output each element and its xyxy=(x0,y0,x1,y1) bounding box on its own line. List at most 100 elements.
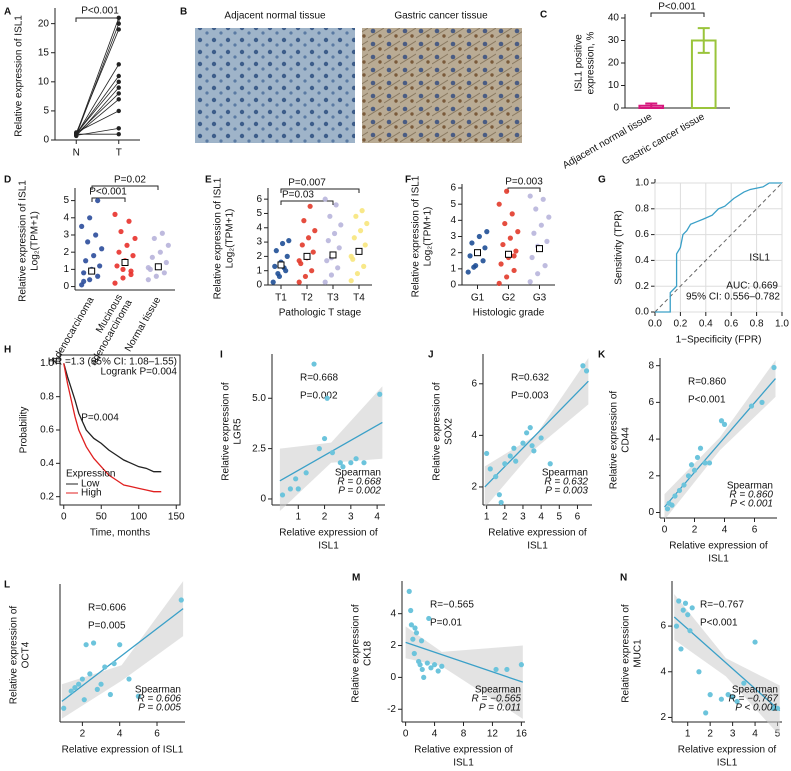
point xyxy=(540,196,546,202)
y-axis-label-group: ISL1 positive expression, % xyxy=(574,31,597,94)
point xyxy=(126,676,132,682)
point xyxy=(270,279,276,285)
significance-bracket xyxy=(91,197,126,202)
point xyxy=(725,692,731,698)
x-axis-label: Relative expression of xyxy=(669,541,768,552)
point xyxy=(116,131,121,137)
x-tick-label: 4 xyxy=(752,729,758,740)
x-axis-label: Time, months xyxy=(90,528,150,539)
confidence-band xyxy=(664,360,776,520)
x-tick-label: G3 xyxy=(533,293,547,304)
x-tick-label: 0 xyxy=(662,525,668,536)
y-tick-label: 5.0 xyxy=(252,393,266,404)
significance-bracket xyxy=(280,188,360,193)
x-tick-label: 4 xyxy=(374,512,380,523)
x-tick-label: 5 xyxy=(557,512,563,523)
y-tick-label: 0.2 xyxy=(40,491,54,502)
point xyxy=(513,248,519,254)
y-tick-label: 6 xyxy=(471,378,477,389)
y-tick-label: 2.5 xyxy=(252,443,266,454)
point xyxy=(81,697,87,703)
point xyxy=(482,245,488,251)
point xyxy=(163,259,169,266)
y-axis-label: MUC1 xyxy=(633,639,644,668)
mean-marker xyxy=(536,245,543,253)
point xyxy=(153,273,159,279)
point xyxy=(94,686,100,692)
panel-letter: A xyxy=(4,7,11,18)
point xyxy=(741,680,747,686)
x-tick-label: 6 xyxy=(752,525,758,536)
point xyxy=(694,454,701,461)
point xyxy=(87,671,93,677)
y-axis-label-group: Sensitivity (TPR) xyxy=(614,210,625,284)
point xyxy=(116,91,121,96)
annotation: P=0.004 xyxy=(81,413,119,424)
point xyxy=(471,264,477,270)
y-axis-label: ISL1 positive xyxy=(574,34,585,92)
y-tick-label: 4 xyxy=(471,430,477,441)
series-line xyxy=(63,363,162,473)
point xyxy=(279,492,286,498)
annotation: 95% CI: 0.556–0.782 xyxy=(686,292,780,303)
point xyxy=(321,435,328,442)
point xyxy=(511,253,517,259)
annotation: P=0.01 xyxy=(430,618,462,629)
point xyxy=(484,229,490,235)
y-axis-label-group: Relative expression of CD44 xyxy=(609,391,632,490)
stat-text: R = 0.668 xyxy=(337,477,381,488)
pair-line xyxy=(76,110,119,133)
point xyxy=(408,607,414,614)
point xyxy=(68,688,74,694)
pair-line xyxy=(75,64,120,135)
point xyxy=(99,246,105,252)
panel-letter: N xyxy=(620,573,627,584)
panel-letter: D xyxy=(4,175,11,186)
significance-bracket xyxy=(75,17,120,22)
y-axis-label-group: Relative expression of ISL1 Log₂(TPM+1) xyxy=(213,177,236,299)
point xyxy=(418,638,425,644)
y-tick-label: -2 xyxy=(387,704,396,715)
point xyxy=(279,240,286,247)
point xyxy=(338,222,344,228)
x-tick-label: 0 xyxy=(403,729,409,740)
point xyxy=(97,263,103,269)
point xyxy=(309,268,315,274)
fit-line xyxy=(61,608,184,702)
x-axis-label: ISL1 xyxy=(527,541,548,552)
mean-marker xyxy=(303,252,311,260)
point xyxy=(145,265,151,271)
point xyxy=(322,196,328,202)
mean-marker xyxy=(277,261,285,269)
y-tick-label: 30 xyxy=(608,35,620,46)
panel-letter: C xyxy=(540,10,547,21)
x-tick-label: 0.2 xyxy=(673,319,687,330)
y-tick-label: 15 xyxy=(38,47,50,58)
y-tick-label: 0 xyxy=(390,672,396,683)
point xyxy=(107,691,113,698)
point xyxy=(533,206,539,212)
point xyxy=(535,271,541,277)
point xyxy=(130,253,136,259)
micrograph xyxy=(195,28,355,143)
point xyxy=(364,220,370,227)
mean-marker xyxy=(355,247,363,255)
point xyxy=(518,662,524,668)
y-tick-label: 1 xyxy=(256,265,262,276)
y-tick-label: 4 xyxy=(450,215,456,226)
point xyxy=(426,615,432,622)
point xyxy=(132,235,138,242)
legend-label: High xyxy=(81,488,102,499)
annotation: R=−0.767 xyxy=(700,600,744,611)
y-tick-label: 4 xyxy=(256,222,262,233)
stat-text: P = 0.011 xyxy=(479,703,521,714)
point xyxy=(353,456,359,462)
point xyxy=(419,666,425,673)
y-tick-label: 0.4 xyxy=(635,255,649,266)
mean-marker xyxy=(329,251,337,259)
point xyxy=(81,278,87,285)
pair-line xyxy=(75,87,120,137)
point xyxy=(120,266,126,272)
point xyxy=(524,430,530,436)
point xyxy=(303,470,309,476)
